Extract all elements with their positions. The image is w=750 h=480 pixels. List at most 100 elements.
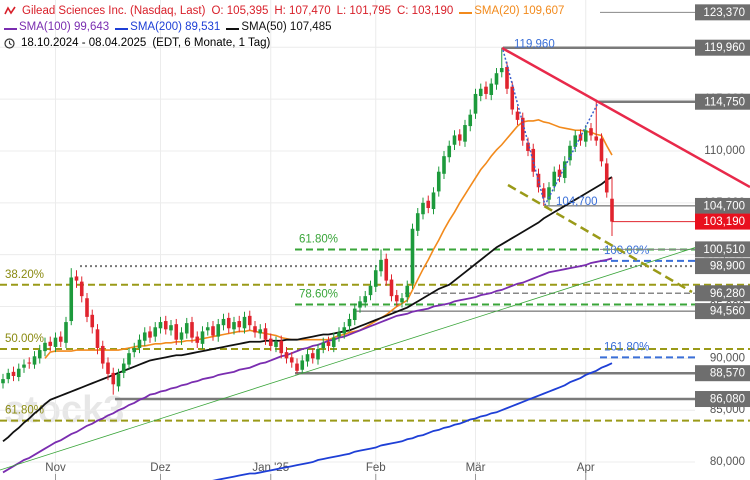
candle-body	[74, 276, 79, 281]
x-tick-label: Apr	[577, 462, 595, 474]
legend-name: SMA(200)	[130, 21, 182, 33]
title: Gilead Sciences Inc. (Nasdaq, Last)	[22, 5, 206, 17]
header-row: SMA(100) 99,643 SMA(200) 89,531 SMA(50) …	[4, 19, 564, 35]
candle-body	[111, 372, 116, 385]
candle-body	[531, 148, 536, 172]
candle-body	[594, 136, 599, 141]
candle-body	[274, 341, 278, 347]
candle-body	[258, 329, 263, 334]
legend-name: SMA(20)	[474, 5, 520, 17]
level-box	[695, 241, 750, 258]
candle-body	[526, 142, 530, 151]
x-tick-label: Nov	[45, 462, 66, 474]
candle-body	[583, 130, 588, 142]
legend-value: 107,485	[289, 21, 332, 33]
candle-body	[421, 202, 425, 215]
candle-body	[200, 331, 205, 344]
level-label: 98,900	[710, 261, 745, 273]
level-box	[695, 365, 750, 382]
candle-body	[431, 192, 436, 210]
level-box	[695, 285, 750, 302]
candle-body	[494, 73, 499, 85]
candle-body	[394, 295, 399, 302]
candle-body	[43, 342, 47, 352]
sma-line	[2, 257, 613, 474]
candle-body	[295, 363, 299, 371]
candle-body	[6, 372, 11, 380]
candle-body	[310, 353, 315, 359]
level-label: 104,700	[703, 200, 745, 212]
candle-body	[27, 362, 32, 364]
level-box	[695, 258, 750, 275]
candle-body	[389, 279, 394, 297]
level-label: 86,080	[710, 394, 745, 406]
chart-icon	[4, 6, 16, 15]
candle-body	[90, 314, 95, 328]
candle-body	[184, 323, 189, 334]
candle-body	[121, 363, 126, 373]
candle-body	[284, 352, 289, 359]
legend-value: 99,643	[73, 21, 110, 33]
candle-body	[148, 331, 152, 338]
candle-body	[85, 298, 89, 317]
level-label: 114,750	[704, 96, 745, 108]
candle-body	[426, 200, 431, 209]
y-tick-label: 90,000	[710, 352, 745, 364]
candle-body	[253, 326, 257, 333]
resistance-trendline	[501, 46, 750, 189]
candle-body	[190, 322, 194, 338]
candle-body	[457, 134, 462, 141]
candle-body	[169, 325, 173, 331]
candle-body	[221, 318, 226, 326]
candle-body	[216, 324, 221, 337]
candle-body	[163, 321, 168, 330]
candle-body	[505, 66, 509, 89]
level-label: 94,560	[710, 306, 745, 318]
candle-body	[536, 173, 541, 188]
candle-body	[489, 83, 494, 95]
plot-top: 119,960 104,700 123,370 119,960 114,750 104,7…	[514, 4, 750, 408]
candle-body	[547, 187, 551, 200]
header-row: Gilead Sciences Inc. (Nasdaq, Last) O: 1…	[4, 3, 564, 19]
level-label: 123,370	[703, 7, 745, 19]
header: Gilead Sciences Inc. (Nasdaq, Last) O: 1…	[4, 3, 564, 51]
candle-body	[473, 93, 478, 114]
candle-body	[436, 171, 441, 192]
candle-body	[463, 125, 467, 142]
x-tick-label: Dez	[150, 462, 171, 474]
candle-body	[158, 322, 163, 329]
ohlc-high: H: 107,470	[274, 5, 331, 17]
candle-body	[321, 342, 326, 348]
candle-body	[289, 357, 294, 363]
legend-entry: SMA(100) 99,643	[4, 19, 109, 35]
period-note: (EDT, 6 Monate, 1 Tag)	[152, 37, 271, 49]
candle-body	[205, 327, 210, 331]
candle-body	[316, 349, 320, 360]
fib-label: 78.60%	[299, 288, 338, 300]
candle-body	[510, 86, 515, 110]
plot-area	[1, 47, 614, 480]
level-label: 100,510	[703, 244, 745, 256]
candle-body	[604, 163, 609, 193]
candle-body	[405, 285, 410, 298]
candle-body	[11, 371, 16, 376]
candle-body	[300, 360, 305, 370]
candle-body	[106, 362, 110, 374]
candle-body	[552, 171, 557, 187]
level-box	[695, 213, 750, 230]
fib-label: 61.80%	[299, 234, 338, 246]
fib-label: 161.80%	[604, 341, 649, 353]
candle-body	[22, 364, 26, 368]
swing-line	[502, 49, 599, 208]
candle-body	[468, 114, 473, 127]
legend-swatch	[4, 28, 17, 30]
legend-swatch	[226, 28, 240, 30]
candle-body	[263, 328, 268, 340]
level-label: 96,280	[710, 288, 745, 300]
candle-body	[499, 68, 504, 73]
candle-body	[137, 339, 142, 348]
candle-body	[226, 317, 231, 329]
candle-body	[64, 322, 68, 343]
level-box	[695, 93, 750, 110]
